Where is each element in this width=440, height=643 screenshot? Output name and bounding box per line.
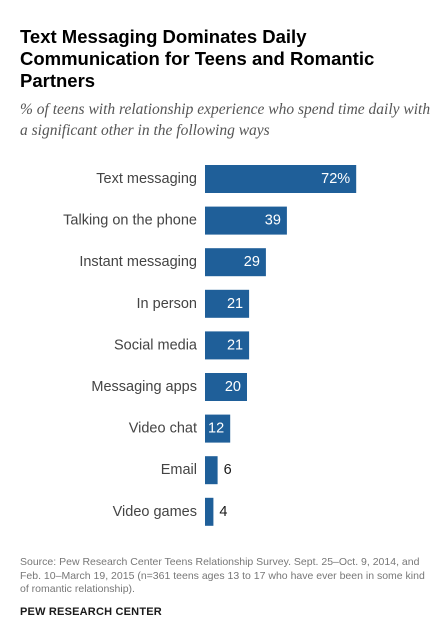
category-label: Video games <box>113 504 197 520</box>
pew-research-center-logo: PEW RESEARCH CENTER <box>20 606 162 618</box>
source-note: Source: Pew Research Center Teens Relati… <box>20 556 425 595</box>
bar <box>205 289 250 318</box>
bar <box>205 248 266 277</box>
chart-subtitle: % of teens with relationship experience … <box>20 101 431 139</box>
category-label: Messaging apps <box>91 379 197 395</box>
category-label: Instant messaging <box>79 254 197 270</box>
value-label: 39 <box>265 213 281 229</box>
bar <box>205 497 214 526</box>
category-label: Video chat <box>129 421 197 437</box>
value-label: 4 <box>219 504 227 520</box>
value-label: 21 <box>227 337 243 353</box>
category-label: Talking on the phone <box>63 213 197 229</box>
bar <box>205 414 231 443</box>
category-label: Social media <box>114 337 198 353</box>
category-label: Email <box>161 462 197 478</box>
bar <box>205 331 250 360</box>
bar <box>205 456 218 485</box>
value-label: 12 <box>208 421 224 437</box>
category-label: Text messaging <box>96 171 197 187</box>
value-label: 20 <box>225 379 241 395</box>
value-label: 6 <box>224 462 232 478</box>
bar <box>205 206 287 235</box>
value-label: 72% <box>321 171 350 187</box>
bar <box>205 165 357 193</box>
bar <box>205 373 247 401</box>
chart-title: Text Messaging Dominates Daily Communica… <box>20 26 375 91</box>
category-label: In person <box>137 296 197 312</box>
value-label: 21 <box>227 296 243 312</box>
value-label: 29 <box>244 254 260 270</box>
bar-chart: Text messaging 72% Talking on the phone 39 I… <box>63 165 357 526</box>
